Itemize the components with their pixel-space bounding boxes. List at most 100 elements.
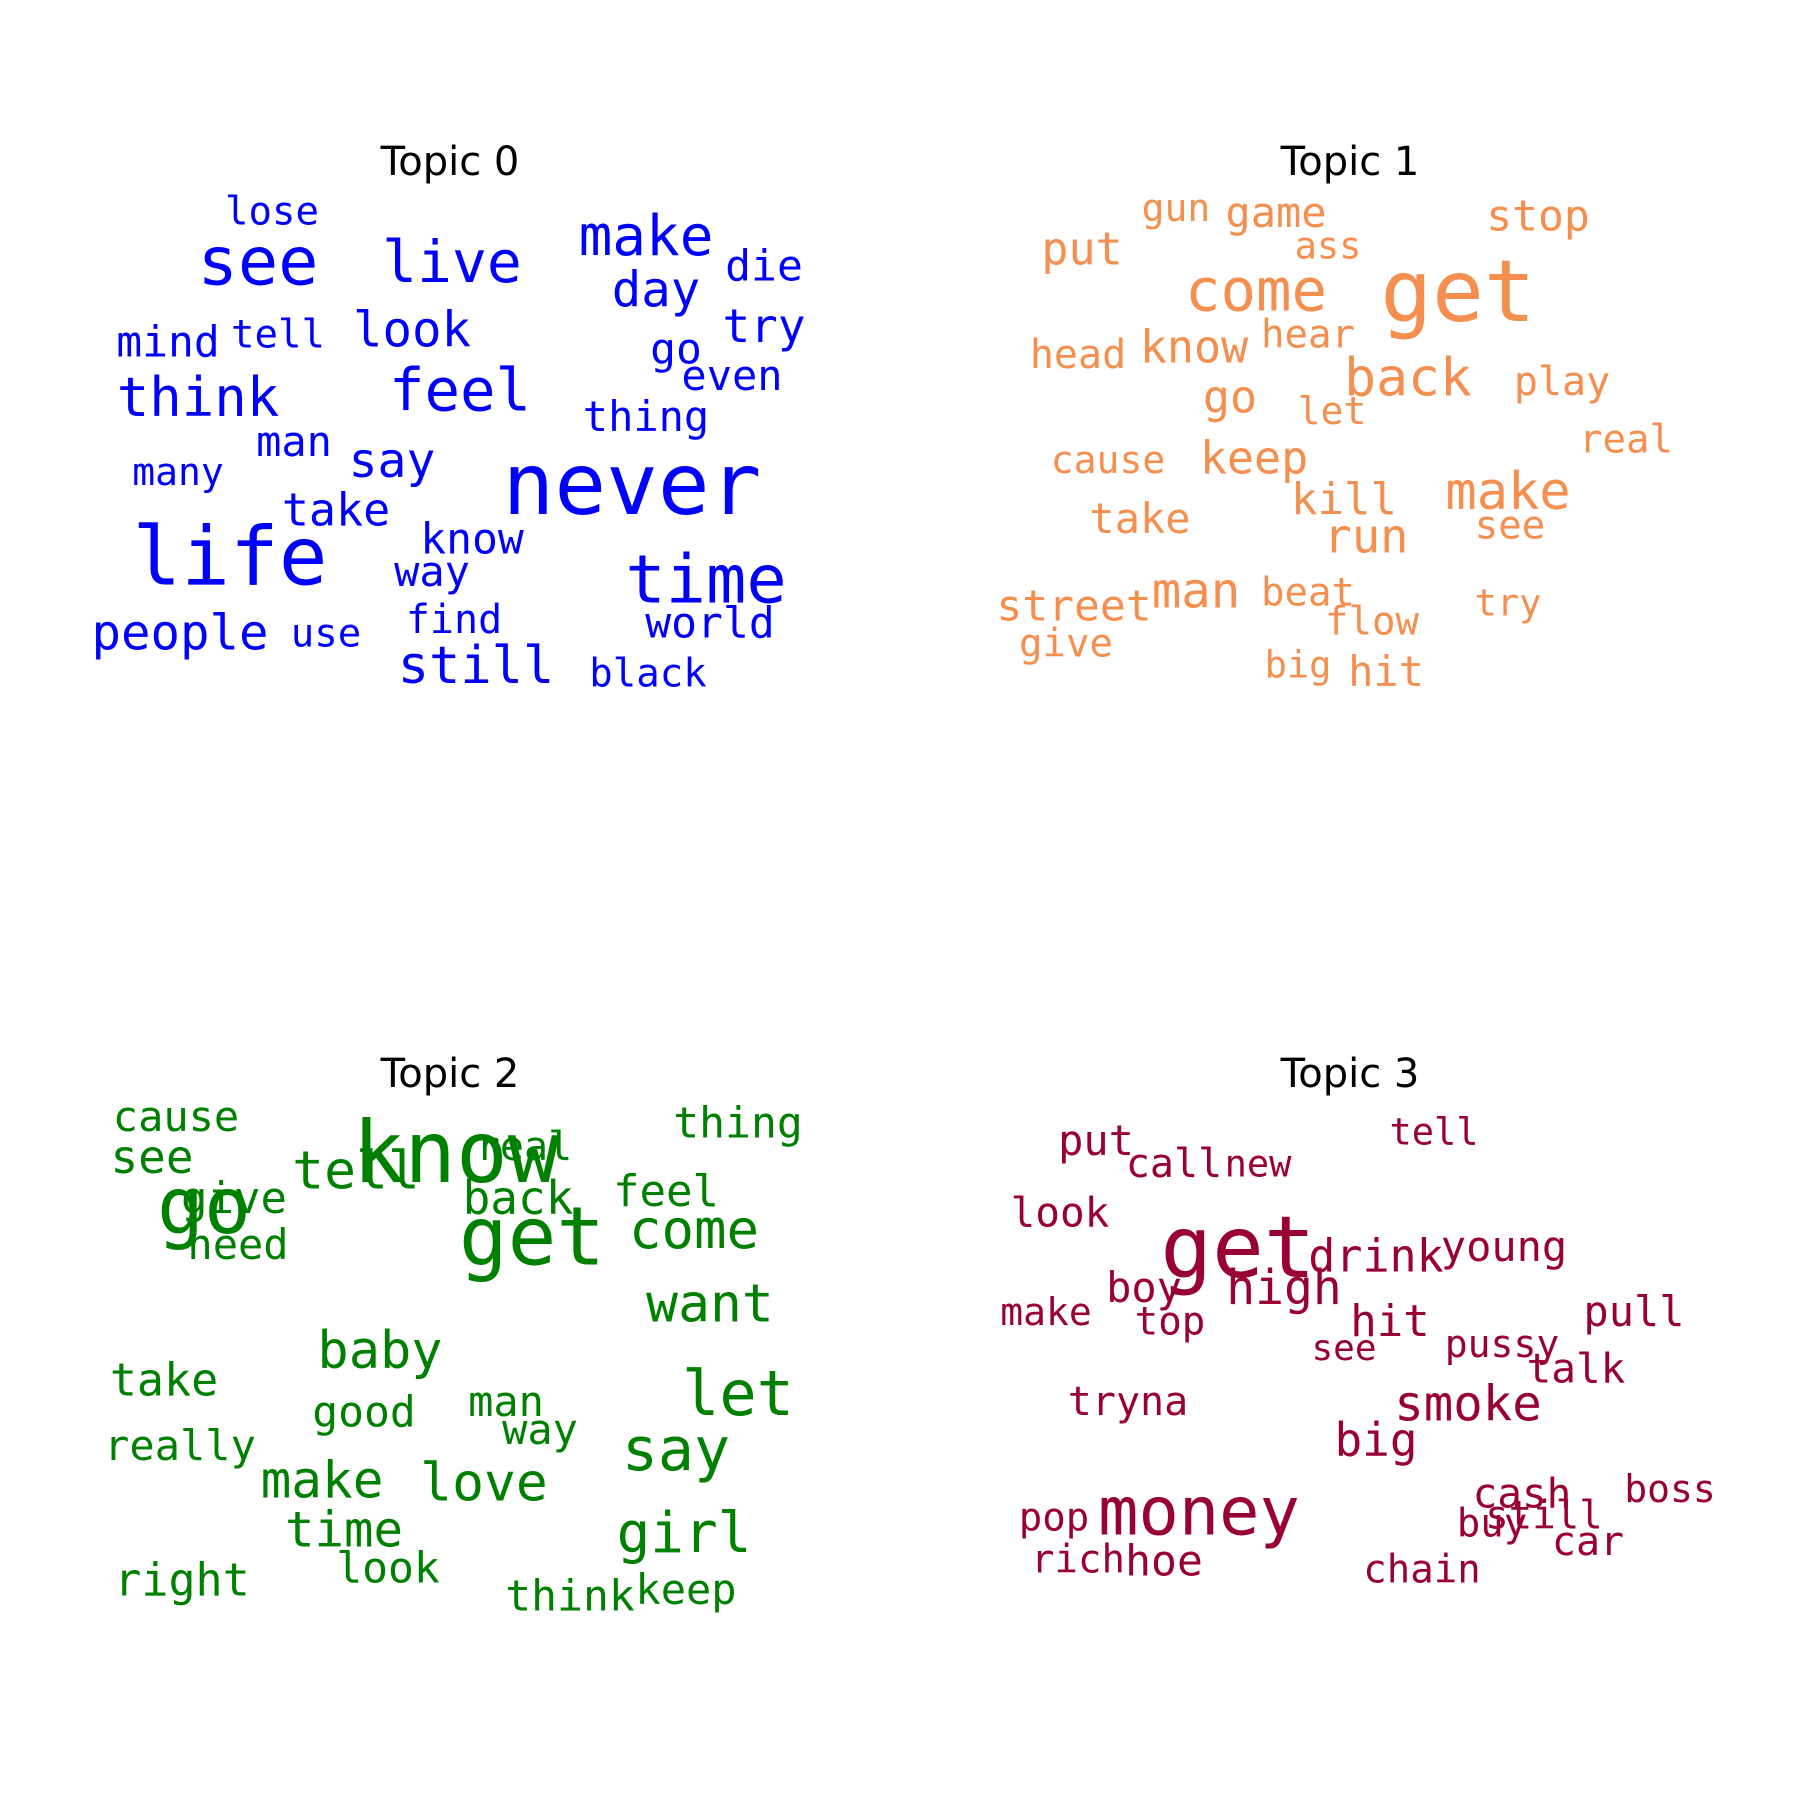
topic-3-word-boss: boss <box>1624 1467 1716 1511</box>
topic-1-word-try: try <box>1474 581 1542 625</box>
topic-2-word-love: love <box>420 1452 548 1514</box>
topic-1-word-ass: ass <box>1294 224 1362 268</box>
topic-2-word-make: make <box>260 1451 384 1511</box>
topic-2-word-way: way <box>502 1405 578 1454</box>
topic-2-word-baby: baby <box>317 1321 443 1381</box>
topic-0-word-tell: tell <box>231 312 325 358</box>
topic-3-word-top: top <box>1134 1299 1206 1345</box>
topic-0-word-see: see <box>197 222 319 301</box>
topic-3-word-hoe: hoe <box>1125 1536 1203 1587</box>
topic-3-word-put: put <box>1058 1116 1134 1165</box>
topic-0-panel: Topic 0 never life time see feel live make thin… <box>0 0 900 900</box>
topic-3-word-pussy: pussy <box>1444 1322 1560 1366</box>
topic-0-word-day: day <box>611 261 701 319</box>
topic-2-word-real: real <box>475 1124 573 1170</box>
topic-1-word-play: play <box>1513 359 1611 405</box>
topic-3-word-still: still <box>1485 1493 1603 1539</box>
topic-0-title: Topic 0 <box>380 139 520 185</box>
topic-3-word-pop: pop <box>1018 1495 1090 1541</box>
topic-1-word-take: take <box>1089 494 1191 543</box>
topic-3-word-see: see <box>1311 1328 1377 1369</box>
topic-3-word-young: young <box>1440 1222 1568 1271</box>
topic-1-title: Topic 1 <box>1280 139 1420 185</box>
topic-3-title: Topic 3 <box>1280 1051 1420 1097</box>
topic-1-word-keep: keep <box>1199 431 1309 485</box>
topic-2-word-tell: tell <box>292 1140 420 1202</box>
topic-0-word-live: live <box>382 228 522 296</box>
topic-2-word-know: know <box>352 1103 560 1203</box>
topic-0-word-even: even <box>681 351 783 400</box>
topic-0-word-lose: lose <box>225 189 319 235</box>
topic-1-word-game: game <box>1225 188 1327 237</box>
topic-1-word-street: street <box>996 581 1152 632</box>
topic-2-word-need: need <box>187 1220 289 1269</box>
topic-2-word-time: time <box>284 1501 404 1559</box>
topic-0-word-die: die <box>725 241 803 292</box>
topic-3-word-big: big <box>1334 1413 1418 1467</box>
topic-1-word-make: make <box>1445 462 1571 522</box>
topic-3-word-look: look <box>1010 1188 1110 1237</box>
topic-3-word-boy: boy <box>1106 1263 1182 1312</box>
topic-3-word-chain: chain <box>1363 1547 1481 1593</box>
topic-1-panel: Topic 1 get come back make man run know go put ke… <box>900 0 1800 900</box>
topic-2-word-right: right <box>114 1553 250 1607</box>
topic-0-word-way: way <box>394 547 470 596</box>
topic-0-word-still: still <box>397 636 555 696</box>
topic-3-word-get: get <box>1160 1198 1316 1298</box>
topic-0-word-time: time <box>625 540 787 619</box>
topic-1-word-cause: cause <box>1050 438 1166 482</box>
topic-3-word-make: make <box>1000 1290 1092 1334</box>
topic-1-word-man: man <box>1151 562 1241 620</box>
topic-0-word-look: look <box>352 301 472 359</box>
topic-2-word-go: go <box>157 1162 251 1252</box>
topic-2-word-feel: feel <box>613 1166 719 1217</box>
topic-2-word-look: look <box>336 1543 440 1594</box>
topic-1-word-gun: gun <box>1141 186 1211 230</box>
topic-3-panel: Topic 3 get money smoke high big drink hit hoe y… <box>900 900 1800 1800</box>
topic-2-word-really: really <box>104 1421 256 1470</box>
topic-1-word-real: real <box>1579 417 1673 463</box>
topic-1-word-come: come <box>1184 255 1328 325</box>
topic-0-word-world: world <box>645 598 775 649</box>
topic-3-word-car: car <box>1551 1519 1625 1565</box>
topic-0-word-try: try <box>722 299 806 353</box>
topic-1-word-give: give <box>1019 621 1113 667</box>
topic-1-word-kill: kill <box>1291 474 1397 525</box>
topic-3-word-cash: cash <box>1472 1469 1572 1518</box>
topic-1-word-stop: stop <box>1486 191 1590 242</box>
topic-2-word-take: take <box>109 1353 219 1407</box>
topic-3-word-talk: talk <box>1526 1344 1626 1393</box>
topic-1-word-see: see <box>1474 503 1546 549</box>
topic-1-word-run: run <box>1323 509 1409 565</box>
topic-1-word-hear: hear <box>1261 312 1355 358</box>
topic-3-word-money: money <box>1098 1472 1300 1551</box>
topic-3-word-rich: rich <box>1031 1537 1125 1583</box>
topic-0-word-man: man <box>256 417 332 466</box>
topic-2-word-come: come <box>628 1198 760 1261</box>
topic-2-word-give: give <box>181 1173 287 1224</box>
topic-1-word-hit: hit <box>1348 647 1424 696</box>
topic-1-word-big: big <box>1264 643 1332 687</box>
topic-2-title: Topic 2 <box>380 1051 520 1097</box>
topic-1-word-let: let <box>1297 389 1367 433</box>
topic-0-word-know: know <box>420 514 524 565</box>
topic-0-word-feel: feel <box>388 355 532 425</box>
topic-0-word-never: never <box>502 435 762 535</box>
topic-1-word-beat: beat <box>1261 570 1355 616</box>
topic-0-word-black: black <box>589 651 707 697</box>
topic-0-word-many: many <box>132 450 224 494</box>
topic-2-word-want: want <box>646 1273 774 1335</box>
topic-3-word-drink: drink <box>1308 1229 1444 1283</box>
topic-0-word-go: go <box>650 324 702 375</box>
topic-0-word-life: life <box>132 510 328 605</box>
topic-1-word-flow: flow <box>1325 599 1419 645</box>
topic-3-word-pull: pull <box>1583 1287 1685 1336</box>
topic-2-panel: Topic 2 know get go let say girl come tell love w… <box>0 900 900 1800</box>
topic-3-word-new: new <box>1224 1142 1292 1186</box>
topic-3-word-call: call <box>1125 1141 1223 1187</box>
topic-1-word-get: get <box>1380 242 1536 342</box>
topic-2-word-thing: thing <box>673 1098 803 1149</box>
topic-3-word-tell: tell <box>1389 1110 1479 1154</box>
topic-3-word-buy: buy <box>1456 1501 1528 1547</box>
